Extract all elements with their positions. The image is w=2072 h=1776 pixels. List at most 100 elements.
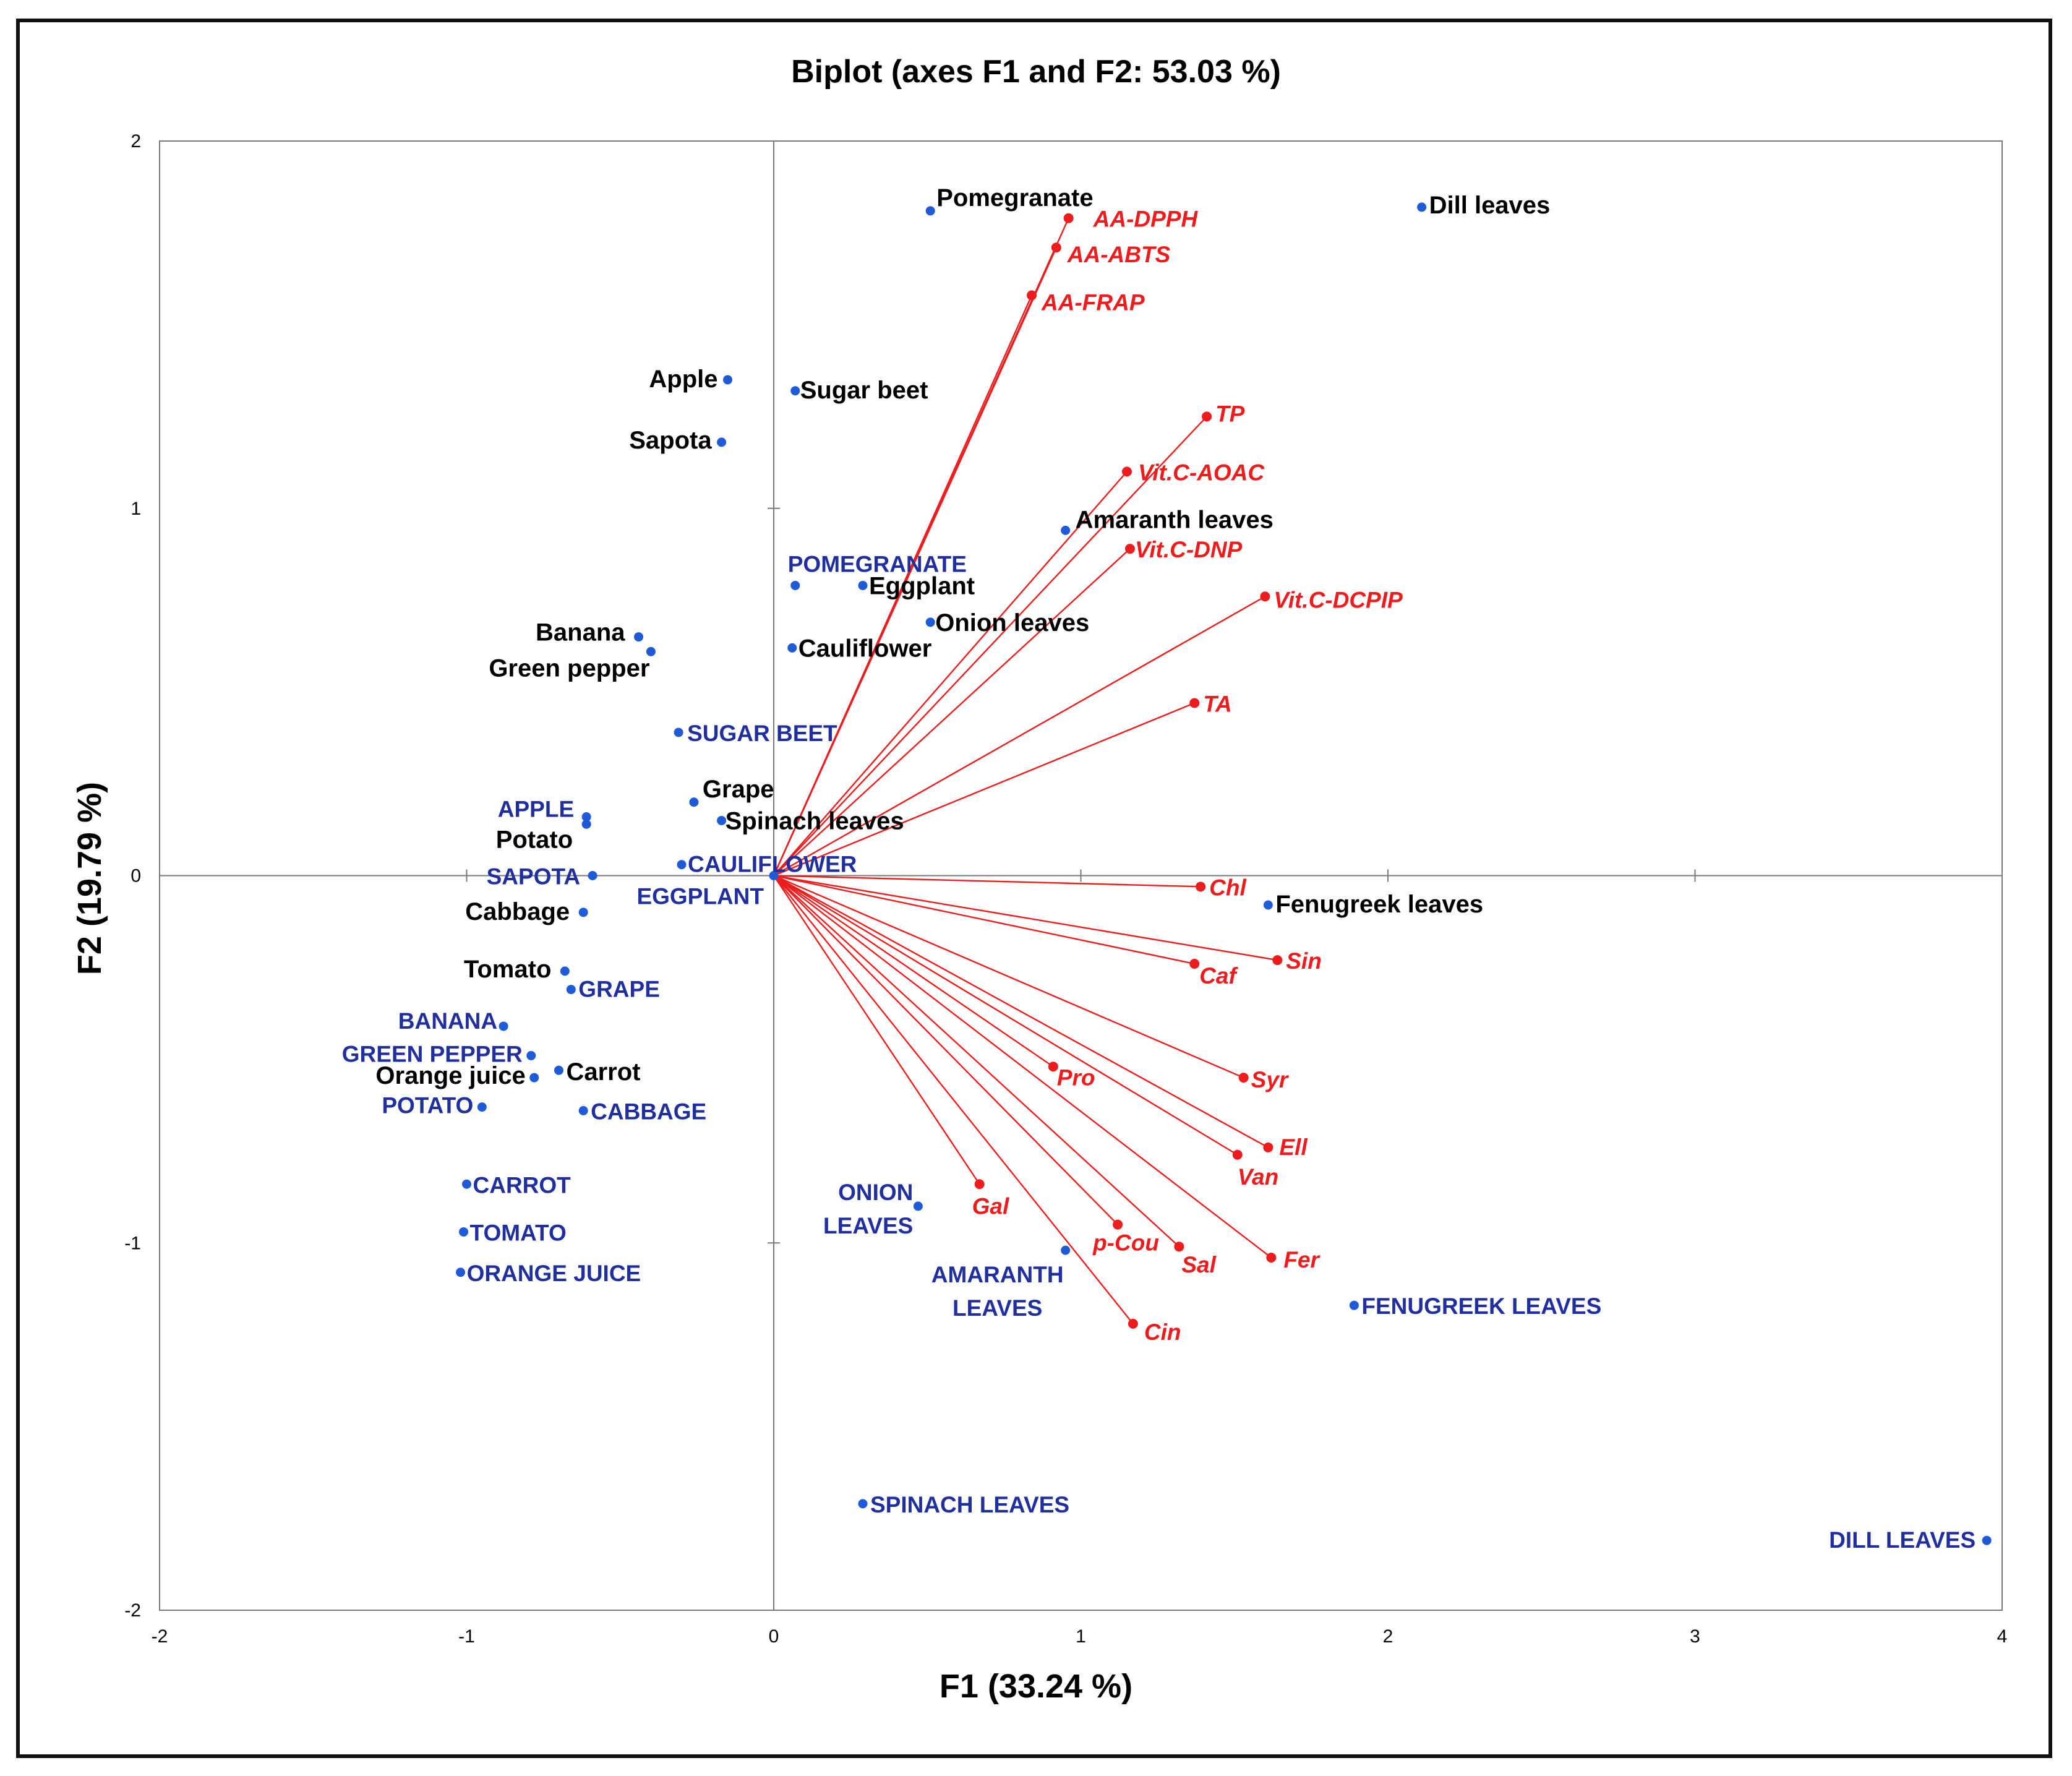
- observation-point-cabbage: [578, 907, 588, 917]
- vector-tp: [773, 416, 1207, 877]
- variable-label-van: Van: [1238, 1164, 1278, 1190]
- supplementary-point-cauliflower: [677, 860, 687, 870]
- y-tick-label: 1: [131, 499, 141, 519]
- vector-tip-ell: [1263, 1142, 1274, 1152]
- x-tick-label: 1: [1076, 1626, 1086, 1647]
- vector-pro: [773, 875, 1054, 1068]
- supplementary-point-sugar-beet: [674, 727, 683, 737]
- observation-label-spinach-leaves: Spinach leaves: [726, 807, 904, 834]
- observation-point-spinach-leaves: [717, 815, 727, 825]
- vector-tip-syr: [1238, 1073, 1249, 1083]
- variable-label-syr: Syr: [1251, 1067, 1290, 1092]
- vector-sal: [773, 875, 1180, 1248]
- variable-label-vit-c-aoac: Vit.C-AOAC: [1138, 460, 1265, 485]
- supplementary-point-spinach-leaves: [858, 1499, 868, 1509]
- vector-vit-c-dnp: [773, 548, 1131, 877]
- supplementary-label-onion-leaves: ONION LEAVES: [823, 1180, 913, 1238]
- variable-label-aa-frap: AA-FRAP: [1041, 290, 1145, 315]
- variable-label-vit-c-dcpip: Vit.C-DCPIP: [1274, 587, 1403, 612]
- supplementary-label-spinach-leaves: SPINACH LEAVES: [870, 1492, 1069, 1517]
- observation-label-eggplant: Eggplant: [869, 572, 975, 599]
- point-labels: AA-DPPH AA-ABTS AA-FRAP TP Vit.C-AOAC Vit.C-D…: [342, 184, 1976, 1553]
- observation-label-tomato: Tomato: [464, 956, 551, 983]
- vector-tip-vit-c-dcpip: [1260, 591, 1270, 602]
- supplementary-label-dill-leaves: DILL LEAVES: [1829, 1527, 1976, 1553]
- observation-label-amaranth-leaves: Amaranth leaves: [1076, 506, 1274, 533]
- supplementary-point-amaranth-leaves: [1061, 1245, 1071, 1255]
- variable-label-ell: Ell: [1279, 1135, 1308, 1160]
- observation-point-tomato: [560, 966, 570, 976]
- variable-label-sin: Sin: [1286, 948, 1322, 974]
- observation-point-fenugreek-leaves: [1263, 900, 1273, 910]
- supplementary-point-eggplant: [769, 871, 779, 880]
- observation-point-pomegranate: [925, 206, 935, 216]
- chart-title: Biplot (axes F1 and F2: 53.03 %): [791, 54, 1281, 90]
- supplementary-point-tomato: [459, 1227, 469, 1237]
- vector-van: [773, 875, 1238, 1156]
- observation-label-fenugreek-leaves: Fenugreek leaves: [1275, 891, 1483, 918]
- observation-label-sugar-beet: Sugar beet: [800, 377, 928, 404]
- supplementary-point-onion-leaves: [913, 1201, 923, 1211]
- observation-label-cauliflower: Cauliflower: [798, 635, 932, 662]
- observation-point-cauliflower: [787, 643, 797, 653]
- observation-points: [456, 202, 1992, 1545]
- vector-tip-tp: [1202, 411, 1212, 422]
- observation-label-green-pepper: Green pepper: [489, 654, 649, 682]
- y-tick-label: -1: [124, 1233, 141, 1253]
- variable-label-tp: TP: [1215, 401, 1245, 426]
- observation-label-apple: Apple: [649, 366, 717, 393]
- observation-point-banana: [634, 632, 644, 642]
- vector-chl: [773, 875, 1201, 888]
- observation-label-orange-juice: Orange juice: [375, 1062, 525, 1089]
- supplementary-label-apple: APPLE: [498, 797, 574, 822]
- supplementary-point-cabbage: [578, 1106, 588, 1115]
- observation-point-grape: [689, 797, 699, 807]
- supplementary-label-pomegranate: POMEGRANATE: [788, 551, 967, 577]
- vector-tip-aa-dpph: [1063, 213, 1074, 223]
- vector-tip-fer: [1266, 1253, 1277, 1263]
- observation-label-banana: Banana: [536, 619, 625, 646]
- observation-label-onion-leaves: Onion leaves: [935, 609, 1089, 637]
- supplementary-label-green-pepper: GREEN PEPPER: [342, 1041, 523, 1066]
- supplementary-point-fenugreek-leaves: [1349, 1300, 1359, 1310]
- vector-sin: [773, 875, 1278, 961]
- observation-label-potato: Potato: [496, 826, 573, 853]
- supplementary-label-grape: GRAPE: [578, 977, 660, 1002]
- supplementary-label-sapota: SAPOTA: [487, 864, 580, 890]
- vector-tip-sin: [1272, 955, 1283, 966]
- supplementary-label-fenugreek-leaves: FENUGREEK LEAVES: [1361, 1293, 1601, 1319]
- variable-label-chl: Chl: [1209, 875, 1246, 900]
- supplementary-label-cabbage: CABBAGE: [591, 1099, 706, 1125]
- vector-tip-chl: [1196, 882, 1206, 892]
- vector-aa-frap: [773, 294, 1033, 876]
- vector-tip-aa-abts: [1051, 242, 1061, 253]
- y-axis-label: F2 (19.79 %): [71, 781, 108, 976]
- vector-tip-sal: [1174, 1242, 1184, 1252]
- x-tick-label: -2: [152, 1626, 168, 1647]
- x-tick-label: -1: [458, 1626, 475, 1647]
- variable-label-aa-abts: AA-ABTS: [1067, 242, 1171, 267]
- vector-tip-p-cou: [1113, 1219, 1123, 1230]
- supplementary-label-banana: BANANA: [398, 1008, 497, 1034]
- supplementary-point-grape: [566, 985, 576, 995]
- observation-point-dill-leaves: [1417, 202, 1427, 212]
- vector-gal: [773, 875, 980, 1185]
- y-tick-label: 0: [131, 866, 141, 886]
- vector-tip-pro: [1048, 1062, 1058, 1072]
- supplementary-label-eggplant: EGGPLANT: [636, 884, 764, 909]
- observation-label-sapota: Sapota: [629, 427, 712, 454]
- vector-caf: [773, 875, 1195, 965]
- supplementary-label-sugar-beet: SUGAR BEET: [687, 721, 837, 746]
- variable-label-ta: TA: [1203, 691, 1232, 716]
- supplementary-point-sapota: [588, 871, 597, 880]
- supplementary-label-amaranth-leaves: AMARANTH LEAVES: [931, 1262, 1064, 1321]
- observation-point-apple: [723, 375, 733, 385]
- vector-tip-gal: [974, 1179, 985, 1190]
- supplementary-label-potato: POTATO: [382, 1093, 473, 1118]
- observation-point-eggplant: [858, 580, 868, 590]
- vector-tip-van: [1232, 1149, 1243, 1160]
- variable-vectors: [773, 213, 1283, 1329]
- variable-label-aa-dpph: AA-DPPH: [1093, 207, 1199, 232]
- supplementary-point-green-pepper: [526, 1050, 536, 1060]
